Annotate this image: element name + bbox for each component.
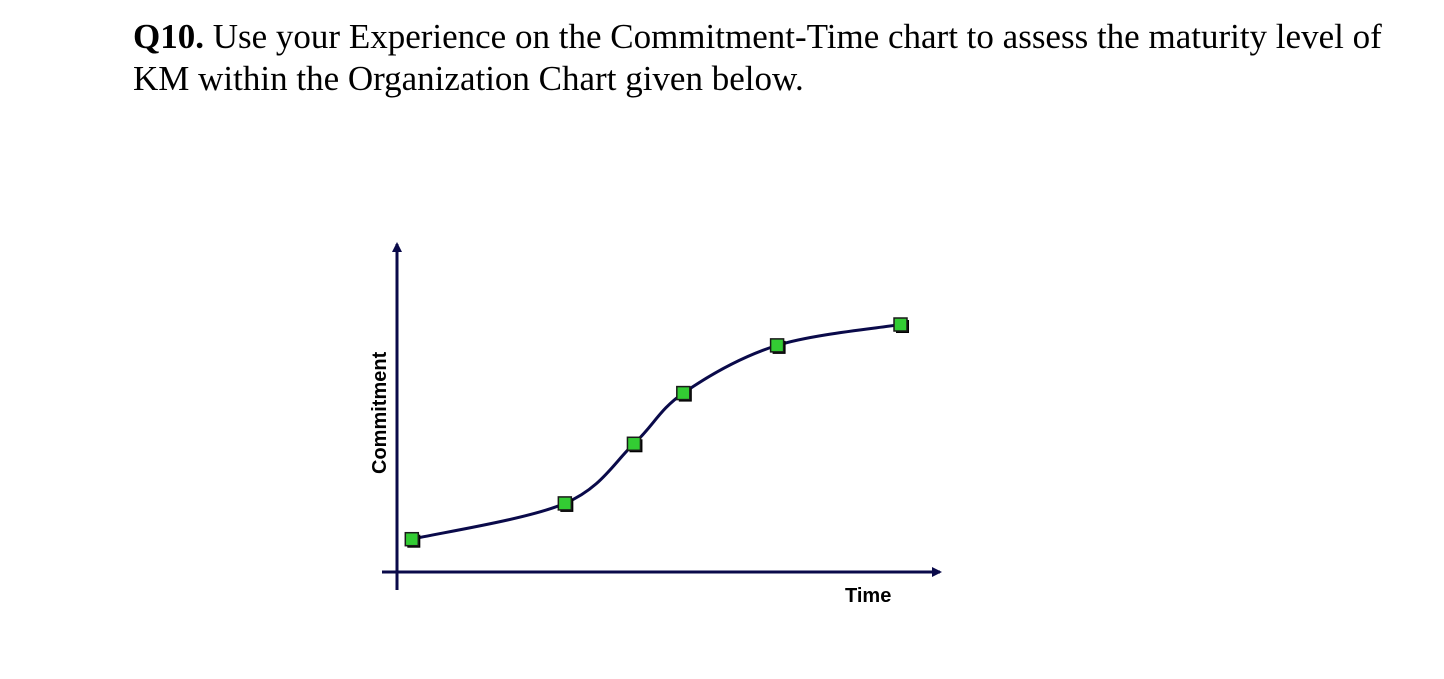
y-axis-label: Commitment [369, 351, 391, 474]
data-markers [404, 317, 910, 548]
data-point-6 [893, 317, 908, 332]
data-point-5 [769, 338, 785, 353]
question-number: Q10. [133, 17, 204, 56]
question-body: Use your Experience on the Commitment-Ti… [133, 17, 1382, 98]
question-text: Q10. Use your Experience on the Commitme… [133, 16, 1433, 100]
commitment-curve [411, 323, 901, 541]
data-point-3 [626, 436, 642, 452]
data-point-4 [676, 385, 691, 401]
data-point-2 [557, 496, 573, 511]
x-axis-label: Time [845, 585, 891, 607]
data-point-1 [404, 531, 420, 547]
